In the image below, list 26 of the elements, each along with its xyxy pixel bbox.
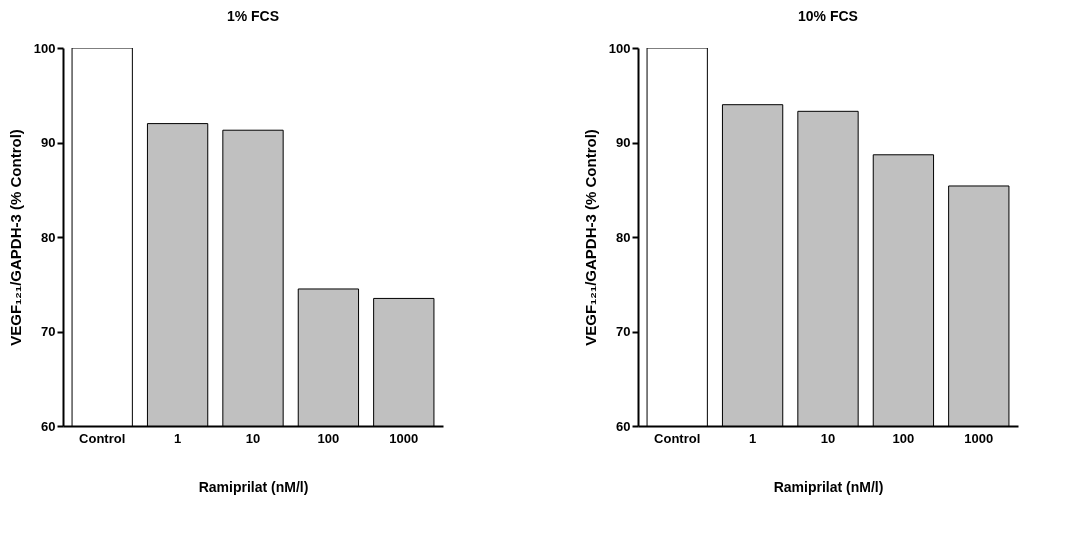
- x-tick-label: 100: [892, 430, 915, 446]
- y-tick-label: 80: [41, 229, 56, 245]
- x-tick-label: 1000: [964, 430, 994, 446]
- y-tick-label: 70: [41, 324, 56, 339]
- y-axis-title: VEGF₁₂₁/GAPDH-3 (% Control): [581, 129, 599, 346]
- x-tick-label: Control: [654, 430, 701, 446]
- y-tick-label: 100: [608, 40, 631, 56]
- chart-title: 10% FCS: [798, 8, 858, 24]
- x-axis-title: Ramiprilat (nM/l): [198, 478, 309, 495]
- y-tick-label: 80: [616, 229, 631, 245]
- x-tick-label: 100: [317, 430, 340, 446]
- y-tick-label: 60: [616, 418, 631, 434]
- x-tick-label: 1: [748, 430, 757, 446]
- x-tick-label: 1000: [389, 430, 419, 446]
- x-tick-label: 10: [820, 430, 836, 446]
- y-tick-label: 70: [616, 324, 631, 339]
- y-tick-label: 100: [33, 40, 56, 56]
- y-tick-label: 90: [616, 135, 631, 150]
- x-tick-label: 1: [173, 430, 182, 446]
- chart-title: 1% FCS: [226, 8, 280, 24]
- y-tick-label: 90: [41, 135, 56, 150]
- y-tick-label: 60: [41, 418, 56, 434]
- x-tick-label: Control: [79, 430, 126, 446]
- y-axis-title: VEGF₁₂₁/GAPDH-3 (% Control): [6, 129, 24, 346]
- x-tick-label: 10: [245, 430, 261, 446]
- x-axis-title: Ramiprilat (nM/l): [773, 478, 884, 495]
